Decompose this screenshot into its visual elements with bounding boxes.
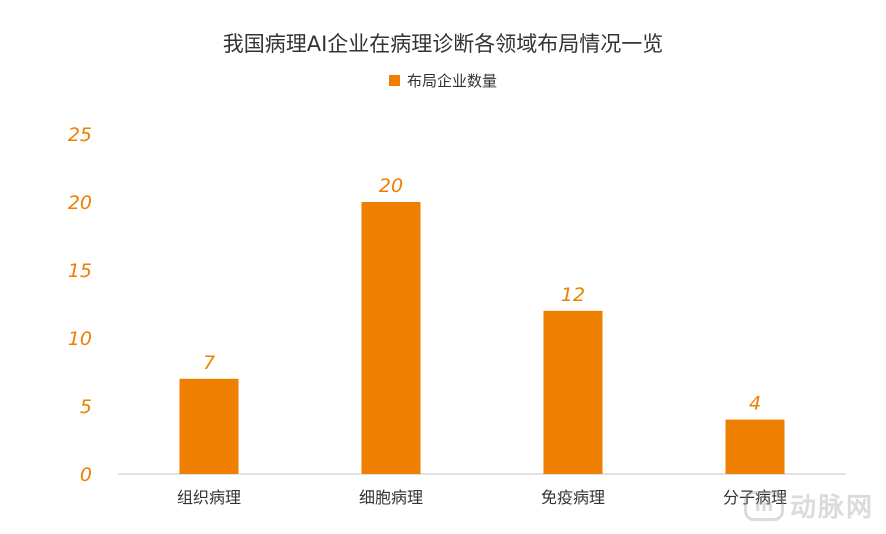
x-tick-label: 免疫病理 [541, 488, 605, 507]
y-tick-label: 5 [80, 396, 92, 418]
x-tick-label: 细胞病理 [359, 488, 423, 507]
bar [361, 202, 421, 474]
y-tick-label: 0 [80, 464, 92, 486]
legend-label: 布局企业数量 [406, 72, 497, 90]
watermark: m 动脉网 [743, 487, 874, 524]
y-tick-label: 10 [68, 328, 92, 350]
x-tick-label: 组织病理 [177, 488, 241, 507]
data-label: 7 [203, 352, 215, 374]
data-label: 4 [749, 393, 761, 415]
bar [543, 310, 603, 474]
watermark-logo-icon: m [743, 490, 784, 521]
data-label: 12 [561, 284, 585, 306]
legend-swatch [388, 75, 400, 86]
legend: 布局企业数量 [0, 70, 886, 91]
bar [179, 378, 239, 474]
watermark-text: 动脉网 [789, 493, 874, 523]
chart-title: 我国病理AI企业在病理诊断各领域布局情况一览 [222, 32, 664, 56]
data-label: 20 [379, 175, 403, 197]
y-tick-label: 20 [68, 192, 92, 214]
y-tick-label: 25 [68, 124, 92, 146]
y-tick-label: 15 [68, 260, 92, 282]
bar [725, 419, 785, 474]
x-tick-label: 分子病理 [723, 488, 787, 507]
